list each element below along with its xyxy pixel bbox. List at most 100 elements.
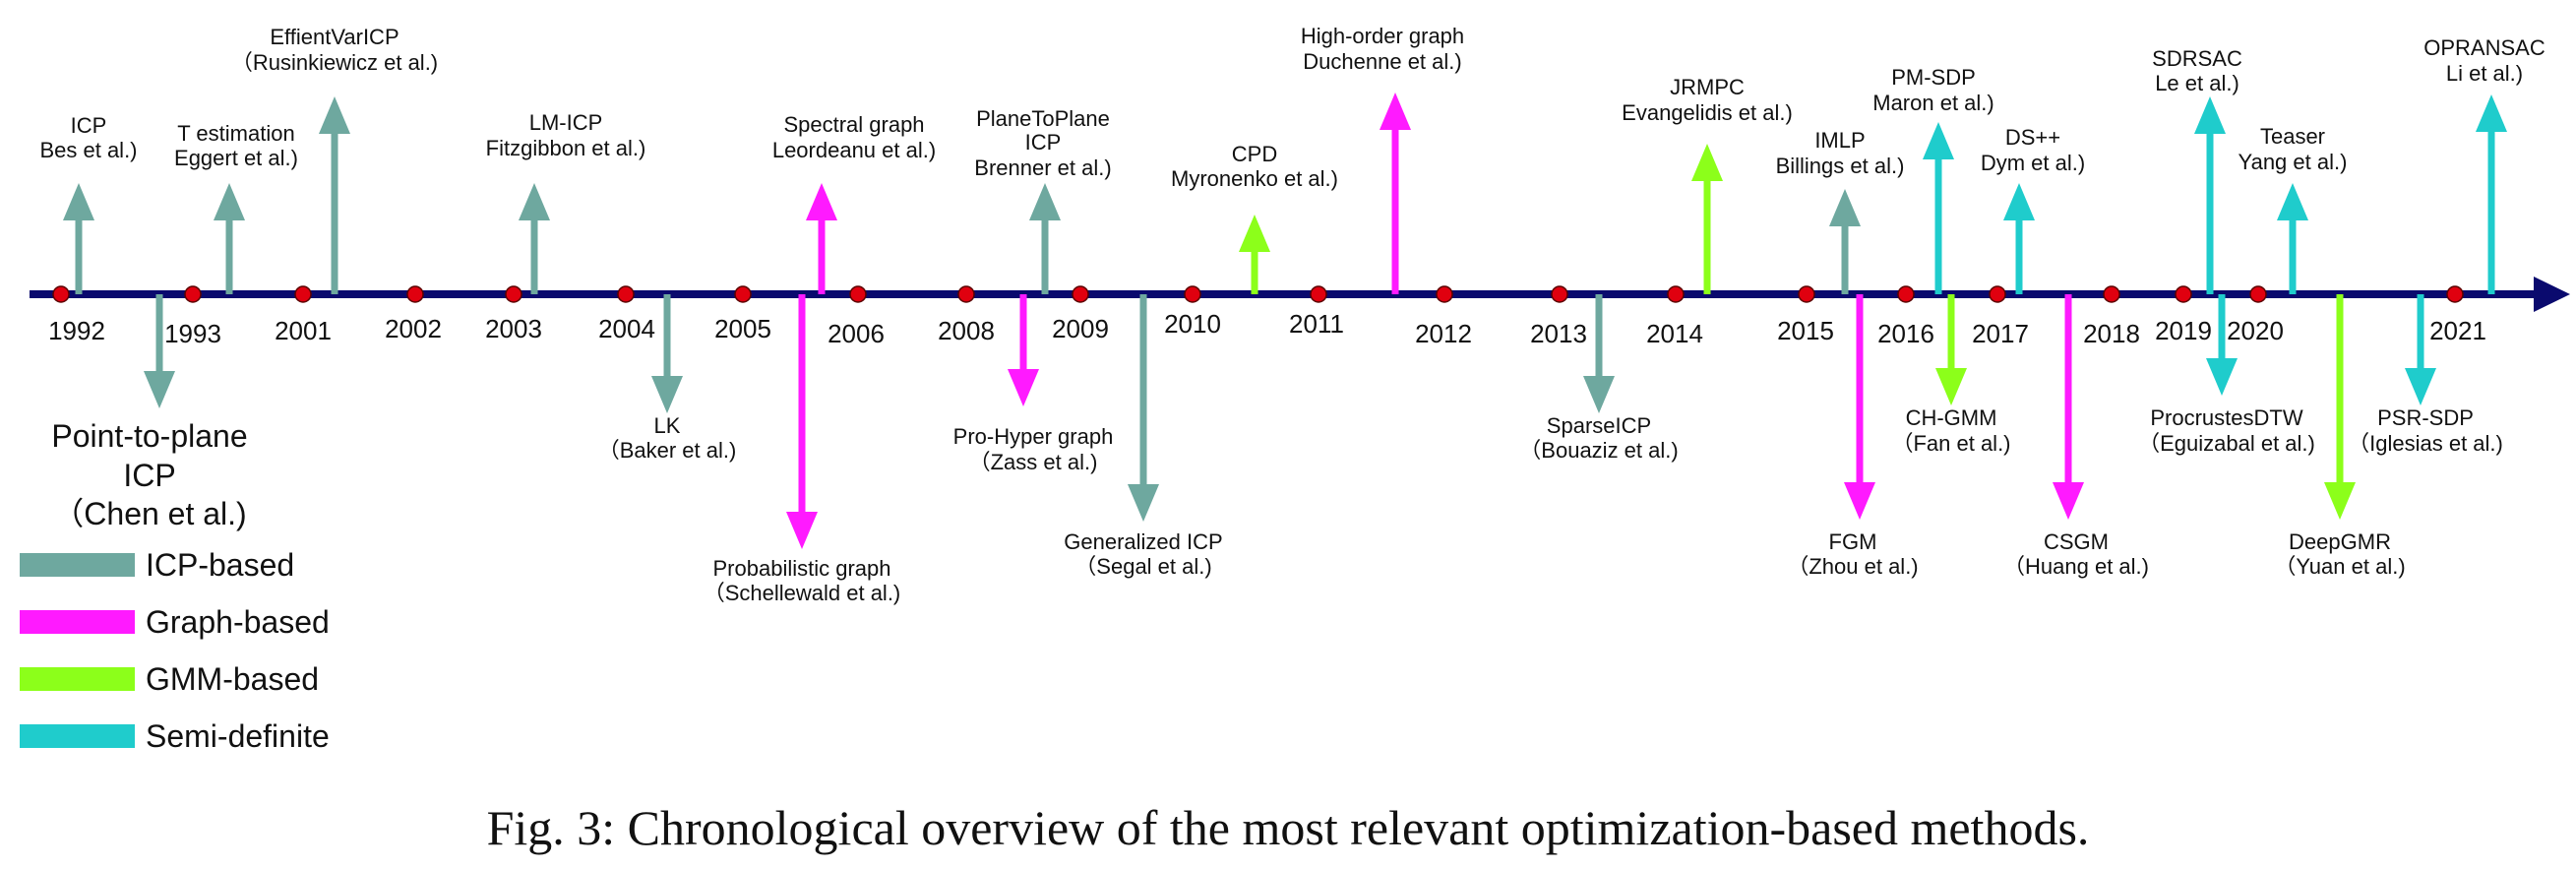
icp-label-line: ICP (71, 113, 107, 138)
sparseicp-label: SparseICP （Bouaziz et al.) (1519, 413, 1678, 463)
lk-label-line: （Baker et al.) (598, 438, 737, 463)
method-effientvaricp (319, 96, 350, 294)
teaser-arrowhead-icon (2277, 183, 2308, 220)
method-psr-sdp (2405, 294, 2436, 405)
imlp-label-line: IMLP (1814, 128, 1865, 153)
method-t-estimation (214, 183, 245, 294)
effientvaricp-arrowhead-icon (319, 96, 350, 134)
year-marker-2002 (406, 285, 424, 303)
lm-icp-label-line: Fitzgibbon et al.) (486, 136, 646, 160)
psr-sdp-label-line: （Iglesias et al.) (2348, 431, 2503, 456)
year-label-2018: 2018 (2083, 319, 2140, 348)
jrmpc-label-line: Evangelidis et al.) (1622, 100, 1793, 125)
year-label-2014: 2014 (1646, 319, 1703, 348)
generalized-icp-label: Generalized ICP （Segal et al.) (1064, 529, 1222, 579)
fgm-label: FGM （Zhou et al.) (1787, 529, 1918, 579)
generalized-icp-label-line: Generalized ICP (1064, 529, 1222, 554)
jrmpc-label-line: JRMPC (1670, 75, 1745, 99)
spectral-graph-arrowhead-icon (806, 183, 837, 220)
point-to-plane-icp-label-line: Point-to-plane (51, 418, 247, 454)
icp-label-line: Bes et al.) (39, 138, 137, 162)
ds-plus-plus-label: DS++ Dym et al.) (1981, 125, 2085, 175)
legend-swatch-graph (20, 610, 135, 634)
method-opransac (2476, 94, 2507, 294)
icp-arrowhead-icon (63, 183, 94, 220)
method-lm-icp (519, 183, 550, 294)
year-label-1992: 1992 (48, 316, 105, 345)
sdrsac-label-line: Le et al.) (2155, 71, 2239, 95)
year-label-2008: 2008 (938, 316, 995, 345)
figure-caption: Fig. 3: Chronological overview of the mo… (487, 800, 2090, 855)
csgm-label: CSGM （Huang et al.) (2003, 529, 2149, 579)
planetoplane-icp-label: PlaneToPlane ICP Brenner et al.) (974, 106, 1111, 180)
year-marker-2011 (1310, 285, 1327, 303)
deepgmr-label-line: （Yuan et al.) (2274, 554, 2405, 579)
method-sparseicp (1583, 294, 1615, 413)
lm-icp-label-line: LM-ICP (529, 110, 603, 135)
lm-icp-label: LM-ICP Fitzgibbon et al.) (486, 110, 646, 160)
csgm-arrowhead-icon (2053, 482, 2084, 520)
generalized-icp-label-line: （Segal et al.) (1074, 554, 1211, 579)
deepgmr-label-line: DeepGMR (2289, 529, 2391, 554)
year-label-1993: 1993 (164, 319, 221, 348)
fgm-arrowhead-icon (1844, 482, 1875, 520)
deepgmr-label: DeepGMR （Yuan et al.) (2274, 529, 2405, 579)
pm-sdp-label-line: Maron et al.) (1872, 91, 1994, 115)
pm-sdp-label: PM-SDP Maron et al.) (1872, 65, 1994, 115)
year-marker-2013 (1551, 285, 1568, 303)
method-probabilistic-graph (786, 294, 818, 549)
probabilistic-graph-arrowhead-icon (786, 512, 818, 549)
method-labels-layer: ICP Bes et al.)T estimation Eggert et al.)… (39, 24, 2545, 605)
ds-plus-plus-label-line: DS++ (2005, 125, 2060, 150)
method-generalized-icp (1128, 294, 1159, 522)
opransac-label: OPRANSAC Li et al.) (2423, 35, 2545, 86)
teaser-label-line: Teaser (2260, 124, 2325, 149)
pro-hyper-graph-label-line: Pro-Hyper graph (953, 424, 1114, 449)
t-estimation-label: T estimation Eggert et al.) (174, 121, 298, 170)
year-label-2017: 2017 (1972, 319, 2029, 348)
method-pm-sdp (1923, 122, 1954, 294)
high-order-graph-label: High-order graph Duchenne et al.) (1301, 24, 1464, 74)
spectral-graph-label-line: Leordeanu et al.) (772, 138, 936, 162)
psr-sdp-label-line: PSR-SDP (2377, 405, 2474, 430)
method-planetoplane-icp (1029, 183, 1061, 294)
sdrsac-label: SDRSAC Le et al.) (2152, 46, 2242, 95)
pm-sdp-arrowhead-icon (1923, 122, 1954, 159)
psr-sdp-label: PSR-SDP （Iglesias et al.) (2348, 405, 2503, 456)
ch-gmm-label-line: （Fan et al.) (1891, 431, 2010, 456)
planetoplane-icp-label-line: ICP (1025, 130, 1062, 155)
method-pro-hyper-graph (1008, 294, 1039, 406)
method-cpd (1239, 215, 1270, 294)
deepgmr-arrowhead-icon (2324, 482, 2356, 520)
sparseicp-label-line: SparseICP (1547, 413, 1651, 438)
legend-swatch-gmm (20, 667, 135, 691)
csgm-label-line: CSGM (2044, 529, 2109, 554)
ch-gmm-arrowhead-icon (1935, 368, 1967, 405)
spectral-graph-label: Spectral graph Leordeanu et al.) (772, 112, 936, 162)
opransac-label-line: OPRANSAC (2423, 35, 2545, 60)
imlp-label-line: Billings et al.) (1776, 154, 1905, 178)
method-high-order-graph (1380, 93, 1411, 294)
year-label-2002: 2002 (385, 314, 442, 343)
ds-plus-plus-arrowhead-icon (2003, 183, 2035, 220)
year-marker-1992 (52, 285, 70, 303)
legend-label-sdp: Semi-definite (146, 718, 330, 754)
year-marker-2004 (617, 285, 635, 303)
method-sdrsac (2194, 96, 2226, 294)
psr-sdp-arrowhead-icon (2405, 368, 2436, 405)
year-label-2006: 2006 (828, 319, 885, 348)
teaser-label: Teaser Yang et al.) (2239, 124, 2348, 174)
year-label-2011: 2011 (1289, 309, 1344, 339)
fgm-label-line: FGM (1829, 529, 1877, 554)
method-fgm (1844, 294, 1875, 520)
year-label-2012: 2012 (1415, 319, 1472, 348)
method-deepgmr (2324, 294, 2356, 520)
effientvaricp-label-line: EffientVarICP (270, 25, 399, 49)
imlp-arrowhead-icon (1829, 189, 1861, 226)
sdrsac-arrowhead-icon (2194, 96, 2226, 134)
method-lk (651, 294, 683, 413)
jrmpc-arrowhead-icon (1691, 144, 1723, 181)
legend: ICP-based Graph-based GMM-based Semi-defini… (20, 547, 330, 754)
pro-hyper-graph-label-line: （Zass et al.) (969, 450, 1098, 474)
pm-sdp-label-line: PM-SDP (1891, 65, 1976, 90)
